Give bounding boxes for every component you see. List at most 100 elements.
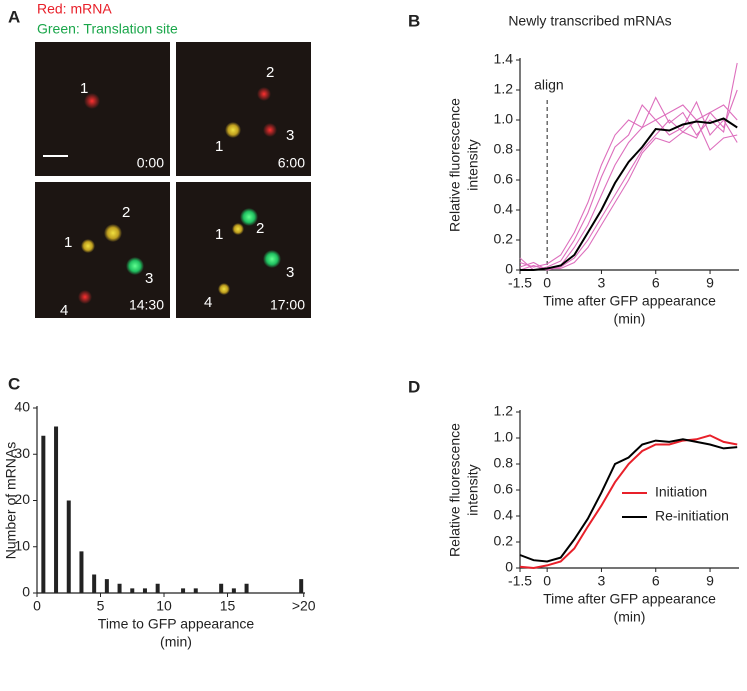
- spot-label: 4: [60, 302, 68, 319]
- spot-label: 2: [256, 220, 264, 237]
- x-tick-label: 10: [156, 598, 172, 614]
- series-line: [519, 438, 738, 563]
- x-tick-label: 5: [97, 598, 105, 614]
- spot: [240, 208, 258, 226]
- y-tick-label: 0.4: [494, 201, 514, 217]
- timestamp: 6:00: [278, 155, 305, 171]
- spot-label: 3: [145, 270, 153, 287]
- y-tick-label: 0.6: [494, 481, 514, 497]
- bar: [193, 588, 198, 593]
- spot: [257, 87, 271, 101]
- legend-label: Initiation: [655, 484, 707, 500]
- y-tick-label: 0.2: [494, 231, 514, 247]
- y-tick-label: 0.4: [494, 507, 514, 523]
- y-tick-label: 1.2: [494, 403, 514, 419]
- x-axis-label: Time after GFP appearance: [543, 293, 716, 309]
- spot-label: 1: [215, 226, 223, 243]
- y-tick-label: 30: [14, 445, 30, 461]
- y-tick-label: 0: [505, 559, 513, 575]
- bar: [130, 588, 135, 593]
- spot-label: 1: [80, 80, 88, 97]
- series-line: [520, 117, 738, 271]
- frame: 1 0:00: [35, 42, 170, 176]
- bar: [92, 574, 97, 593]
- spot: [263, 123, 277, 137]
- series-line: [519, 104, 738, 271]
- bar: [117, 583, 122, 593]
- x-axis-label: Time to GFP appearance: [98, 616, 255, 632]
- y-tick-label: 0.8: [494, 141, 514, 157]
- spot-label: 1: [64, 234, 72, 251]
- bar: [299, 579, 304, 593]
- timestamp: 14:30: [129, 297, 164, 313]
- spot: [263, 250, 281, 268]
- frame: 2 1 3 4 17:00: [176, 182, 311, 318]
- bar: [219, 583, 224, 593]
- x-tick-label: 9: [706, 573, 714, 589]
- series-line: [519, 434, 738, 570]
- x-tick-label: 6: [652, 573, 660, 589]
- x-axis-label: (min): [160, 634, 192, 650]
- series-line: [519, 62, 738, 268]
- y-tick-label: 0.8: [494, 455, 514, 471]
- spot-label: 3: [286, 264, 294, 281]
- bar: [155, 583, 160, 593]
- series-line: [520, 119, 738, 271]
- spot: [81, 239, 95, 253]
- y-axis-label: Relative fluorescence: [447, 98, 463, 232]
- legend-label: Re-initiation: [655, 508, 729, 524]
- spot: [104, 224, 122, 242]
- y-axis-label: Number of mRNAs: [3, 442, 19, 559]
- y-tick-label: 1.4: [494, 51, 514, 67]
- y-axis-label: intensity: [465, 139, 481, 190]
- legend-red: Red: mRNA: [37, 1, 112, 17]
- x-tick-label: 0: [33, 598, 41, 614]
- y-tick-label: 0: [505, 261, 513, 277]
- timestamp: 17:00: [270, 297, 305, 313]
- y-tick-label: 0.2: [494, 533, 514, 549]
- spot: [218, 283, 230, 295]
- spot: [225, 122, 241, 138]
- y-tick-label: 10: [14, 537, 30, 553]
- x-tick-label: 3: [598, 275, 606, 291]
- x-axis-label: (min): [614, 311, 646, 327]
- bar: [54, 426, 59, 593]
- y-tick-label: 0.6: [494, 171, 514, 187]
- timestamp: 0:00: [137, 155, 164, 171]
- spot: [84, 93, 100, 109]
- bar: [244, 583, 249, 593]
- y-tick-label: 0: [22, 584, 30, 600]
- x-tick-label: 0: [543, 275, 551, 291]
- image: [35, 42, 170, 176]
- x-tick-label: 15: [220, 598, 236, 614]
- spot: [232, 223, 244, 235]
- y-axis-label: Relative fluorescence: [447, 423, 463, 557]
- spot-label: 2: [266, 64, 274, 81]
- spot: [78, 290, 92, 304]
- x-tick-label: 9: [706, 275, 714, 291]
- x-axis-label: Time after GFP appearance: [543, 591, 716, 607]
- spot-label: 4: [204, 294, 212, 311]
- frame: 2 1 3 6:00: [176, 42, 311, 176]
- panel-label: A: [8, 7, 20, 26]
- y-tick-label: 1.0: [494, 429, 514, 445]
- y-tick-label: 1.0: [494, 111, 514, 127]
- bar: [104, 579, 109, 593]
- y-axis-label: intensity: [465, 464, 481, 515]
- panel-label: C: [8, 374, 20, 393]
- spot-label: 2: [122, 204, 130, 221]
- x-tick-label: -1.5: [508, 573, 532, 589]
- x-tick-label: >20: [292, 598, 316, 614]
- bar: [231, 588, 236, 593]
- annotation-text: align: [534, 77, 564, 93]
- bar: [79, 551, 84, 593]
- y-tick-label: 20: [14, 491, 30, 507]
- y-tick-label: 1.2: [494, 81, 514, 97]
- bar: [66, 500, 71, 593]
- panel-label: B: [408, 11, 420, 30]
- legend-green: Green: Translation site: [37, 21, 178, 37]
- x-tick-label: 0: [543, 573, 551, 589]
- frame: 2 1 3 4 14:30: [35, 182, 170, 319]
- bar: [181, 588, 186, 593]
